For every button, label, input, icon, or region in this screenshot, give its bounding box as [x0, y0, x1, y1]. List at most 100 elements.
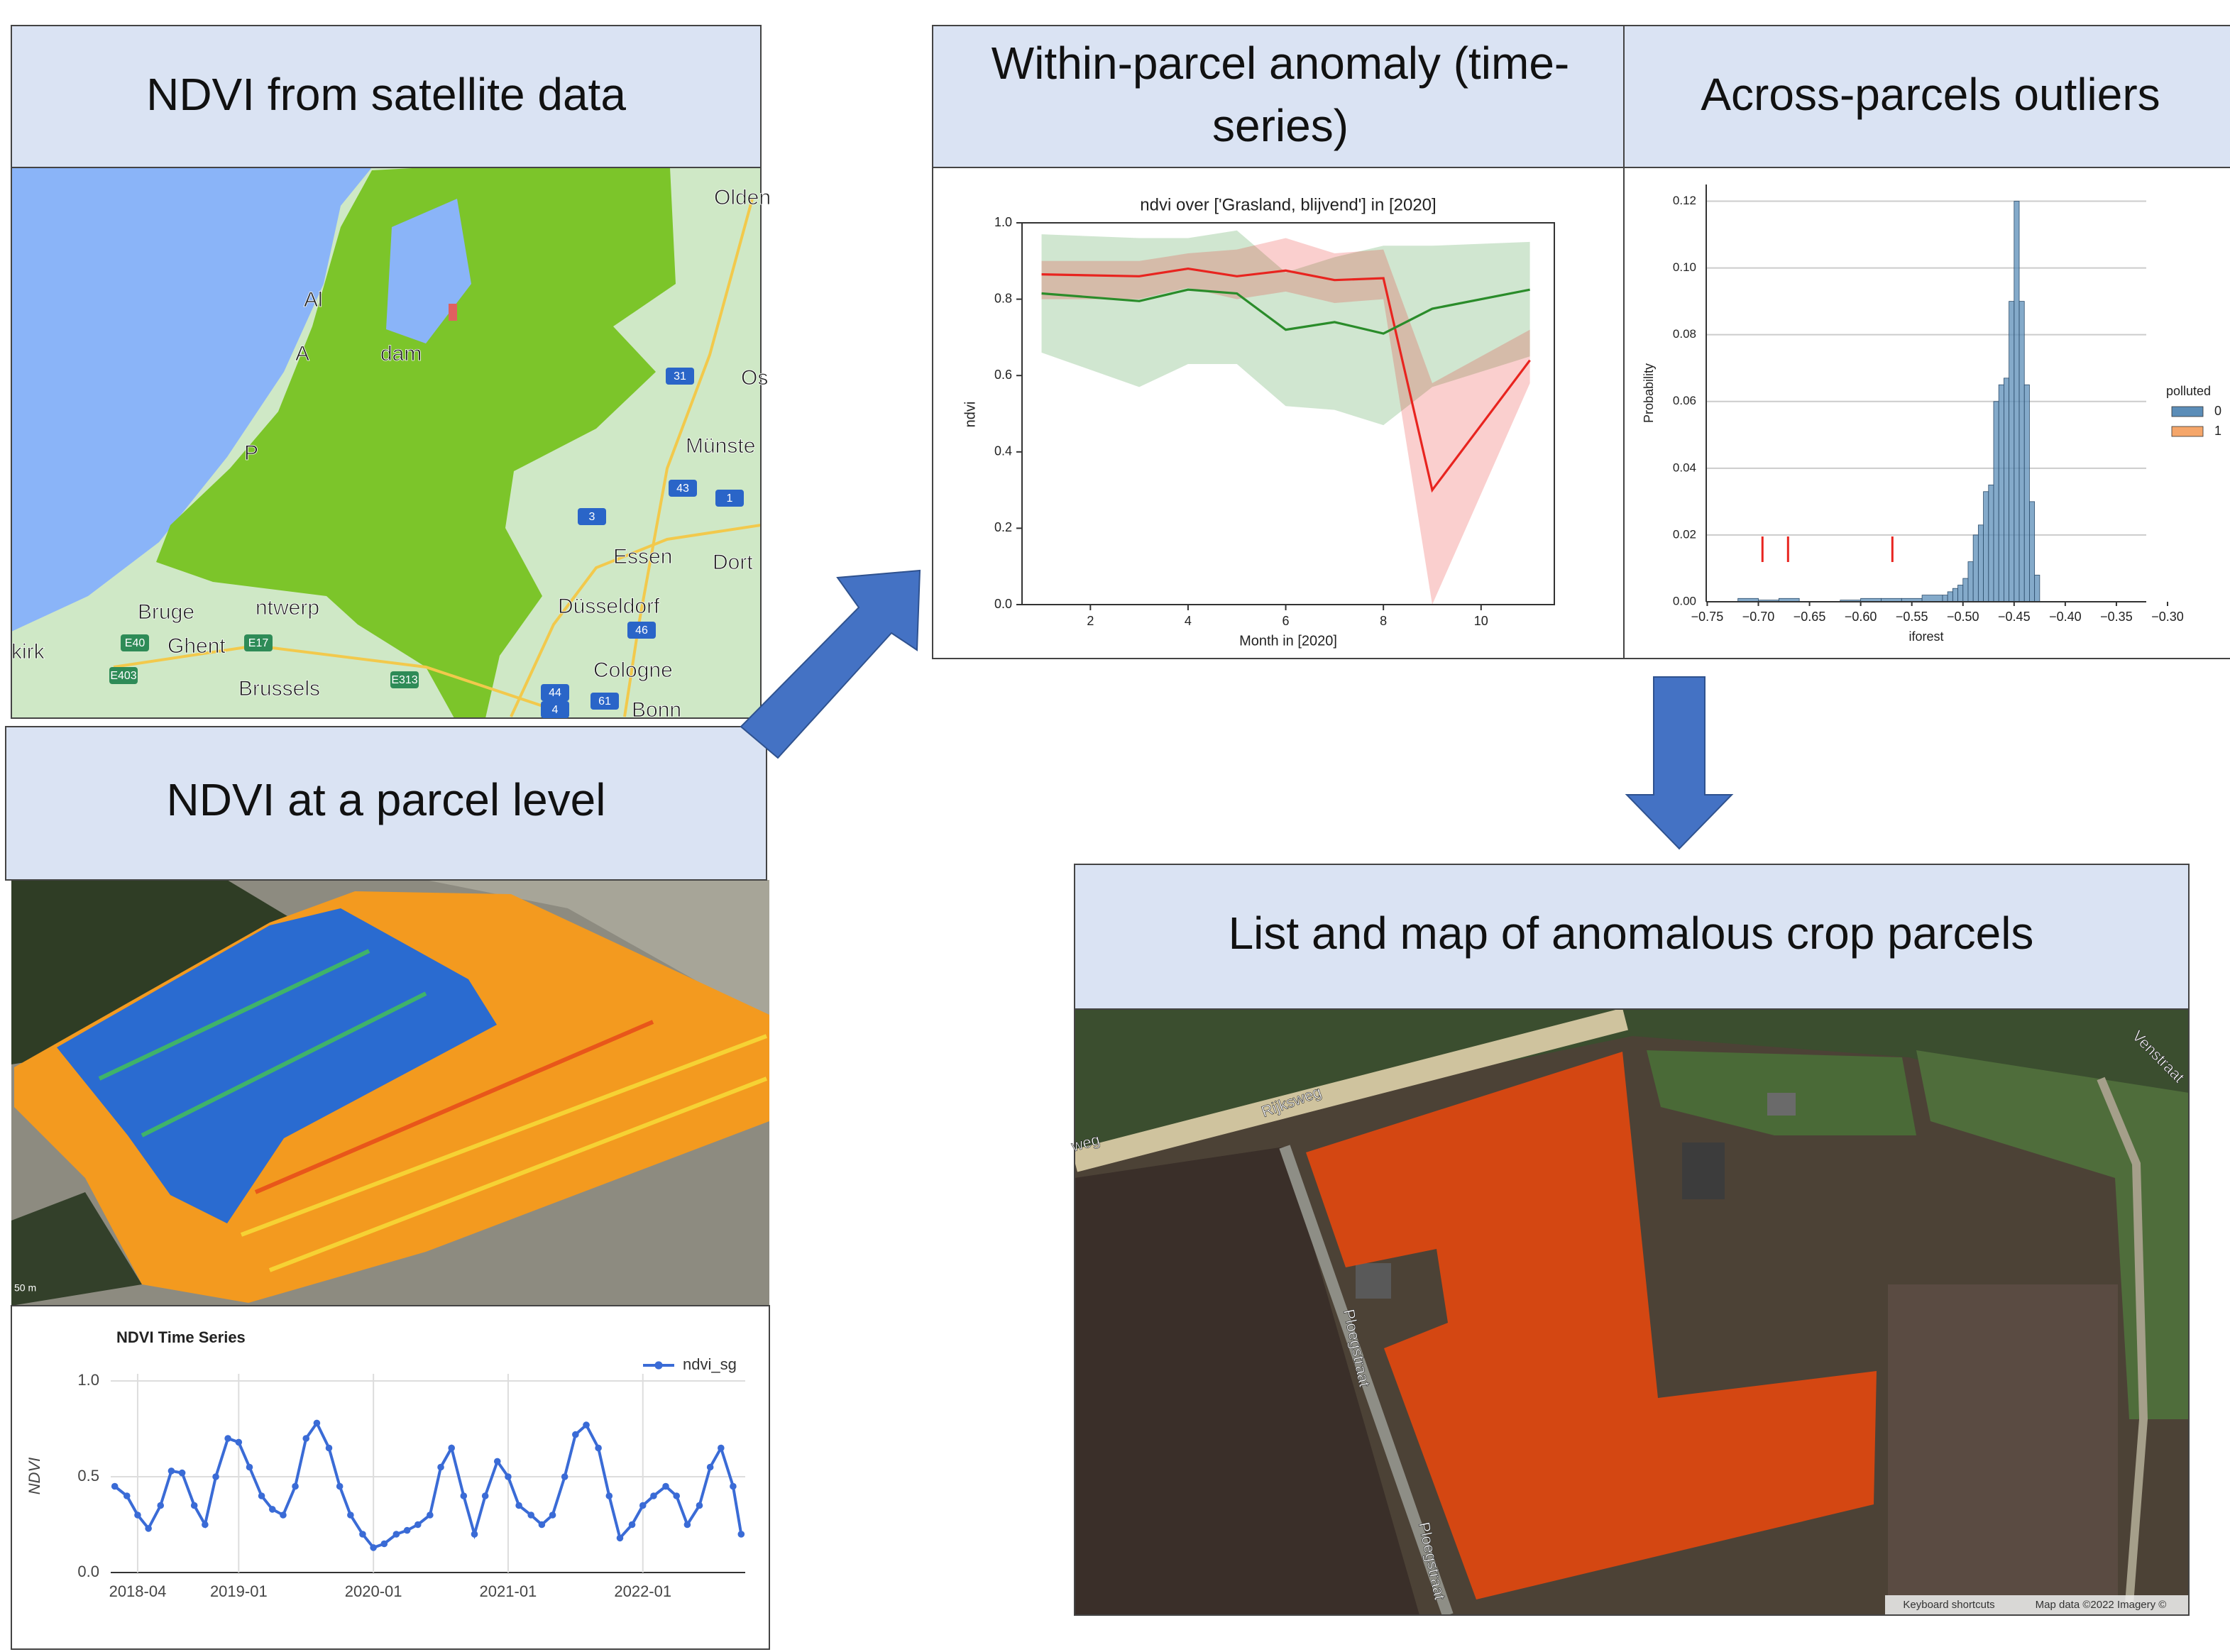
- legend-label: ndvi_sg: [683, 1355, 737, 1373]
- diagram: NDVI from satellite data 50 m NDVI at a …: [0, 0, 2230, 1652]
- result-map: [1075, 1009, 2189, 1615]
- data-point: [583, 1421, 590, 1428]
- building: [1682, 1142, 1725, 1199]
- histogram-bar: [1999, 385, 2004, 602]
- data-point: [505, 1473, 512, 1480]
- y-tick-label: 0.08: [1673, 327, 1696, 341]
- data-point: [179, 1470, 186, 1477]
- header-title: NDVI from satellite data: [146, 69, 626, 120]
- road-badge-label: 61: [598, 695, 611, 707]
- map-label: Bonn: [632, 698, 681, 722]
- road-badge-label: 44: [549, 687, 561, 699]
- road-badge-label: E403: [110, 670, 136, 682]
- data-point: [157, 1502, 164, 1509]
- x-tick-label: 2020-01: [345, 1582, 402, 1600]
- y-tick-label: 0.6: [994, 368, 1012, 382]
- data-point: [707, 1464, 714, 1471]
- map-label: dam: [380, 342, 422, 365]
- data-point: [381, 1541, 388, 1548]
- histogram-bar: [1963, 578, 1968, 602]
- data-point: [527, 1511, 534, 1519]
- x-tick-label: 10: [1474, 614, 1488, 628]
- x-tick-label: 2018-04: [109, 1582, 167, 1600]
- data-point: [404, 1527, 411, 1534]
- building: [1767, 1093, 1796, 1116]
- data-point: [246, 1464, 253, 1471]
- data-point: [595, 1445, 602, 1452]
- x-axis-label: Month in [2020]: [1239, 633, 1337, 649]
- y-axis-label: Probability: [1642, 363, 1656, 423]
- map-label: ntwerp: [256, 596, 319, 620]
- data-point: [269, 1506, 276, 1513]
- histogram-bar: [2035, 575, 2040, 602]
- data-point: [145, 1525, 152, 1532]
- x-tick-label: −0.60: [1845, 610, 1877, 624]
- histogram-bar: [2024, 385, 2029, 602]
- data-point: [292, 1483, 299, 1490]
- data-point: [738, 1531, 745, 1538]
- map-label: Al: [304, 288, 323, 312]
- arrow: [741, 571, 920, 758]
- data-point: [314, 1420, 321, 1427]
- y-tick-label: 1.0: [77, 1371, 99, 1389]
- histogram-bar: [2014, 202, 2019, 602]
- data-point: [662, 1483, 669, 1490]
- data-point: [482, 1492, 489, 1499]
- x-axis-label: iforest: [1908, 629, 1943, 644]
- data-point: [123, 1492, 131, 1499]
- data-point: [673, 1492, 680, 1499]
- map-label: Ghent: [167, 634, 226, 658]
- x-tick-label: −0.50: [1947, 610, 1979, 624]
- data-point: [730, 1483, 737, 1490]
- header-title: Across-parcels outliers: [1701, 69, 2160, 120]
- x-tick-label: 2019-01: [210, 1582, 268, 1600]
- map-label: P: [244, 441, 258, 465]
- x-tick-label: −0.65: [1794, 610, 1826, 624]
- map-label: Brussels: [238, 677, 320, 700]
- histogram-bar: [1984, 492, 1989, 602]
- data-point: [224, 1435, 231, 1442]
- x-tick-label: 2022-01: [614, 1582, 671, 1600]
- legend-title: polluted: [2166, 384, 2211, 398]
- histogram-bar: [1989, 485, 1994, 602]
- data-point: [236, 1439, 243, 1446]
- data-point: [258, 1492, 265, 1499]
- y-tick-label: 0.12: [1673, 194, 1696, 207]
- data-point: [718, 1445, 725, 1452]
- y-tick-label: 0.00: [1673, 594, 1696, 607]
- data-point: [427, 1511, 434, 1519]
- x-tick-label: 2: [1087, 614, 1094, 628]
- data-point: [460, 1492, 467, 1499]
- map-label: Cologne: [593, 659, 673, 682]
- road-badge-label: 4: [552, 704, 559, 716]
- y-tick-label: 0.2: [994, 520, 1012, 534]
- road-badge-label: 46: [635, 624, 648, 637]
- x-tick-label: −0.55: [1896, 610, 1928, 624]
- data-point: [212, 1473, 219, 1480]
- legend-label: 0: [2214, 404, 2221, 418]
- data-point: [515, 1502, 522, 1509]
- y-tick-label: 0.04: [1673, 461, 1696, 474]
- data-point: [549, 1511, 556, 1519]
- data-point: [326, 1445, 333, 1452]
- plowed-field: [1888, 1284, 2118, 1597]
- data-point: [302, 1435, 309, 1442]
- data-point: [448, 1445, 455, 1452]
- data-point: [629, 1521, 636, 1529]
- histogram-bar: [1952, 588, 1957, 602]
- map-label: A: [295, 342, 309, 365]
- data-point: [684, 1521, 691, 1529]
- road-badge-label: E313: [391, 674, 417, 686]
- data-point: [414, 1521, 422, 1529]
- data-point: [191, 1502, 198, 1509]
- page: { "panels": { "satellite": {"title": "ND…: [0, 0, 2230, 1652]
- data-point: [134, 1511, 141, 1519]
- road-badge-label: 31: [674, 370, 686, 382]
- histogram-bar: [1958, 585, 1963, 602]
- chart-title: ndvi over ['Grasland, blijvend'] in [202…: [1140, 195, 1436, 214]
- map-label: Dort: [713, 551, 753, 574]
- histogram-bar: [2029, 502, 2034, 602]
- data-point: [111, 1483, 119, 1490]
- data-point: [347, 1511, 354, 1519]
- data-point: [471, 1531, 478, 1538]
